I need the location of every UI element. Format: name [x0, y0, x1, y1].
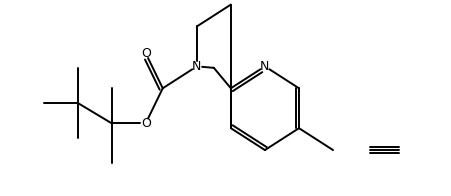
Text: N: N [192, 60, 201, 73]
Text: O: O [140, 47, 150, 60]
Text: O: O [140, 117, 150, 130]
Text: N: N [260, 60, 269, 73]
